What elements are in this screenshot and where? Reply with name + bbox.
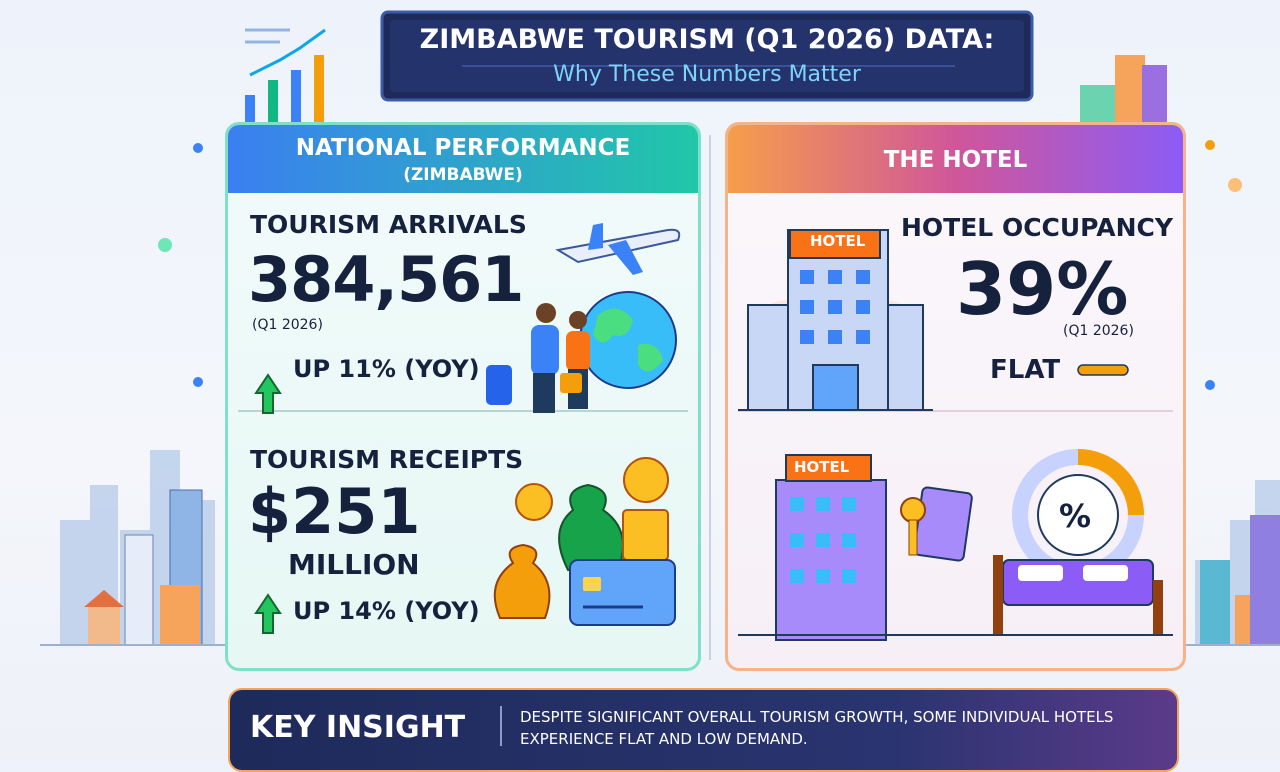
panel-header	[228, 125, 698, 193]
metric-period: (Q1 2026)	[1063, 323, 1134, 339]
metric-value: 39%	[956, 247, 1129, 331]
panel-heading: NATIONAL PERFORMANCE	[295, 135, 631, 161]
metric-label: TOURISM ARRIVALS	[250, 210, 527, 239]
separator	[238, 410, 688, 412]
hotel-panel: THE HOTEL HOTEL HOTEL % HOTEL OCCUPANCY …	[725, 122, 1186, 671]
hotel-icons	[738, 229, 1173, 641]
title: ZIMBABWE TOURISM (Q1 2026) DATA:	[419, 24, 995, 55]
hotel-sign: HOTEL	[794, 458, 850, 476]
national-icons	[254, 223, 681, 634]
metric-change: UP 11% (YOY)	[293, 355, 480, 383]
insight-bar: KEY INSIGHT DESPITE SIGNIFICANT OVERALL …	[228, 688, 1179, 772]
separator	[738, 410, 1173, 412]
insight-text: DESPITE SIGNIFICANT OVERALL TOURISM GROW…	[520, 708, 1114, 748]
icon-text: %	[1059, 497, 1092, 535]
metric-value: $251	[248, 475, 421, 548]
metric-label: TOURISM RECEIPTS	[250, 445, 524, 474]
subtitle: Why These Numbers Matter	[553, 62, 861, 87]
hotel-sign: HOTEL	[810, 232, 866, 250]
metric-label: HOTEL OCCUPANCY	[901, 213, 1173, 242]
panel-header	[728, 125, 1183, 193]
metric-change: FLAT	[990, 355, 1061, 385]
metric-change: UP 14% (YOY)	[293, 597, 480, 625]
national-panel: NATIONAL PERFORMANCE (ZIMBABWE) TOURISM …	[225, 122, 701, 671]
panel-subheading: (ZIMBABWE)	[403, 165, 523, 185]
metric-value: 384,561	[248, 243, 524, 316]
insight-label: KEY INSIGHT	[250, 710, 466, 745]
panel-heading: THE HOTEL	[883, 147, 1028, 173]
metric-period: (Q1 2026)	[252, 317, 323, 333]
metric-unit: MILLION	[288, 548, 420, 581]
insight-divider	[500, 706, 502, 746]
